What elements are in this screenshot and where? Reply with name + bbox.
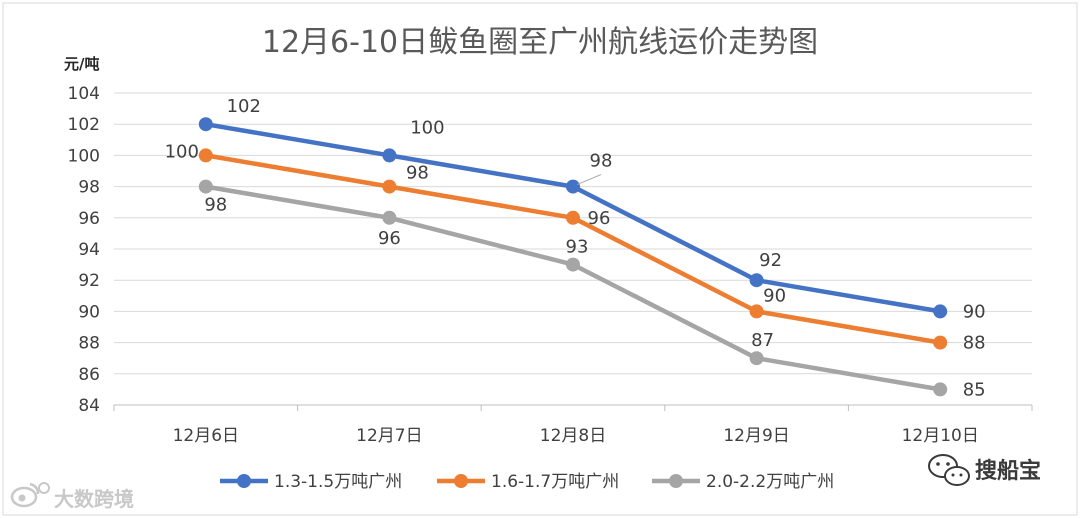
y-axis-unit-label: 元/吨 bbox=[64, 55, 99, 73]
data-point bbox=[933, 335, 948, 350]
data-point bbox=[933, 382, 948, 397]
data-label: 102 bbox=[227, 96, 261, 117]
data-label: 88 bbox=[963, 333, 986, 354]
data-point bbox=[749, 273, 764, 288]
data-point bbox=[566, 210, 580, 225]
data-point bbox=[198, 117, 213, 132]
data-point bbox=[749, 304, 764, 319]
legend-label: 2.0-2.2万吨广州 bbox=[706, 472, 834, 492]
data-point bbox=[566, 257, 580, 272]
y-tick-label: 94 bbox=[78, 240, 100, 260]
data-label: 96 bbox=[378, 228, 401, 249]
x-tick-label: 12月7日 bbox=[356, 426, 422, 446]
data-point bbox=[749, 351, 764, 366]
series-lines bbox=[198, 117, 948, 397]
y-tick-label: 98 bbox=[78, 178, 100, 198]
data-point bbox=[198, 148, 213, 163]
chart-title: 12月6-10日鲅鱼圈至广州航线运价走势图 bbox=[262, 25, 818, 60]
wechat-logo-icon bbox=[928, 454, 970, 486]
wechat-watermark: 搜船宝 bbox=[928, 454, 1041, 486]
data-label: 100 bbox=[410, 117, 444, 138]
y-tick-label: 102 bbox=[68, 115, 100, 135]
axes: 84 86 88 90 92 94 96 98 100 102 104 12月6日 12月7日 12月8日… bbox=[68, 84, 1033, 446]
y-tick-label: 100 bbox=[68, 146, 100, 166]
x-tick-label: 12月10日 bbox=[902, 426, 979, 446]
data-label: 87 bbox=[751, 330, 774, 351]
gridlines bbox=[114, 92, 1032, 375]
y-tick-label: 96 bbox=[78, 209, 100, 229]
legend-label: 1.6-1.7万吨广州 bbox=[491, 472, 619, 492]
legend-marker bbox=[454, 474, 468, 488]
weibo-watermark-text: 大数跨境 bbox=[54, 487, 134, 511]
data-label: 96 bbox=[588, 208, 611, 229]
data-label: 93 bbox=[566, 237, 589, 258]
legend-marker bbox=[237, 474, 251, 488]
data-point bbox=[382, 179, 397, 194]
label-leader-line bbox=[576, 174, 602, 186]
data-point bbox=[382, 148, 397, 163]
data-label: 92 bbox=[759, 250, 782, 271]
weibo-logo-icon bbox=[10, 482, 50, 508]
y-tick-label: 104 bbox=[68, 84, 100, 104]
data-label: 98 bbox=[406, 163, 429, 184]
data-label: 98 bbox=[204, 195, 227, 216]
y-tick-label: 88 bbox=[78, 334, 100, 354]
y-tick-label: 86 bbox=[78, 365, 100, 385]
legend-label: 1.3-1.5万吨广州 bbox=[274, 472, 402, 492]
legend-marker bbox=[669, 474, 683, 488]
x-tick-label: 12月8日 bbox=[540, 426, 606, 446]
x-tick-label: 12月6日 bbox=[173, 426, 239, 446]
x-tick-label: 12月9日 bbox=[723, 426, 789, 446]
wechat-brand-text: 搜船宝 bbox=[975, 458, 1041, 484]
data-point bbox=[198, 179, 213, 194]
data-label: 100 bbox=[165, 141, 199, 162]
data-point bbox=[382, 210, 397, 225]
y-tick-label: 90 bbox=[78, 302, 100, 322]
data-labels: 102 100 98 92 90 100 98 96 90 88 98 96 93 87 85 bbox=[165, 96, 986, 400]
legend: 1.3-1.5万吨广州 1.6-1.7万吨广州 2.0-2.2万吨广州 bbox=[220, 472, 834, 492]
data-label: 90 bbox=[763, 285, 786, 306]
data-point bbox=[566, 179, 580, 194]
data-label: 98 bbox=[590, 151, 613, 172]
y-tick-label: 84 bbox=[78, 396, 100, 416]
y-tick-label: 92 bbox=[78, 271, 100, 291]
data-label: 90 bbox=[963, 301, 986, 322]
weibo-watermark: 大数跨境 bbox=[10, 482, 134, 511]
data-point bbox=[933, 304, 948, 319]
data-label: 85 bbox=[963, 379, 986, 400]
